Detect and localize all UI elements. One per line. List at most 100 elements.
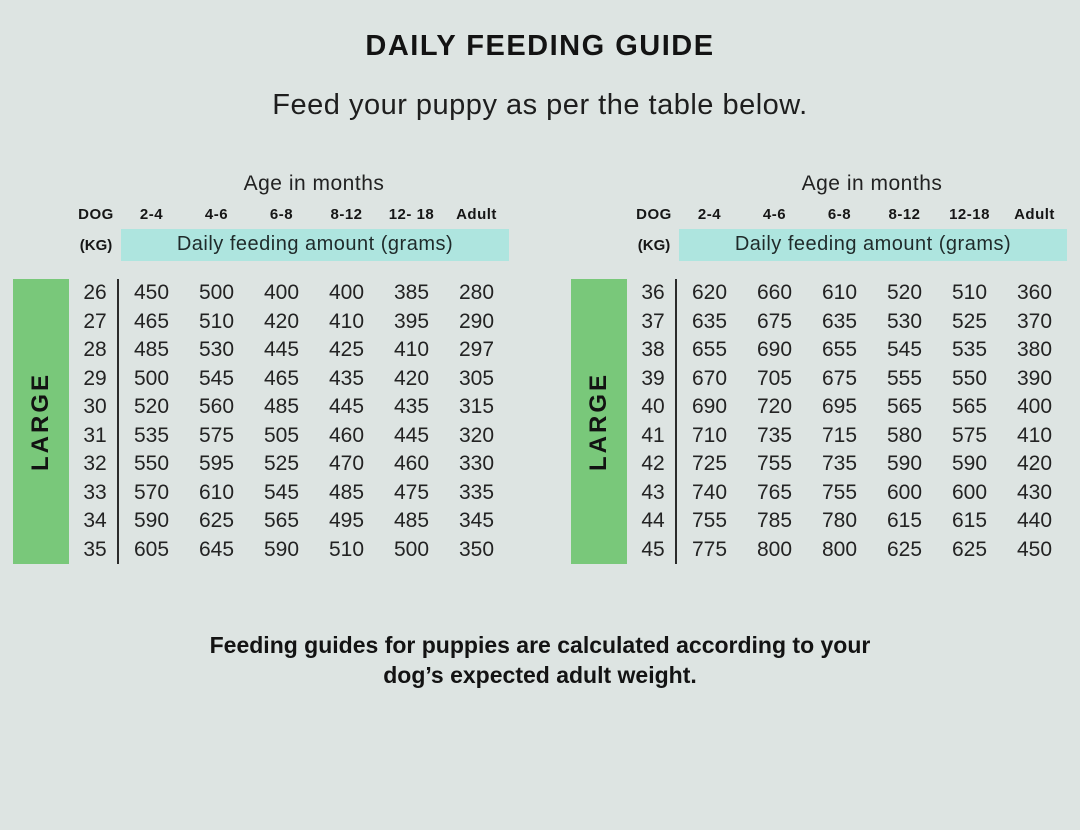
feeding-amount-cell: 470 (328, 452, 365, 475)
feeding-amount-cell: 655 (821, 338, 858, 361)
feeding-amount-cell: 410 (1016, 423, 1053, 447)
table-body-left: LARGE 26 450 500 400 400 385 280 27 465 510 420 410… (13, 279, 509, 564)
feeding-amount-cell: 395 (393, 309, 430, 333)
dog-weight-cell: 31 (73, 421, 119, 450)
feeding-amount-cell: 320 (458, 423, 495, 447)
feeding-amount-cell: 400 (1016, 395, 1053, 418)
age-column-header: 12-18 (949, 206, 990, 223)
table-row: 31 535 575 505 460 445 320 (73, 421, 509, 450)
feeding-table-left: Age in months DOG 2-4 4-6 6-8 8-12 12- 18 Adu… (13, 172, 509, 564)
feeding-amount-cell: 385 (393, 281, 430, 304)
feeding-amount-cell: 400 (263, 281, 300, 304)
dog-weight-cell: 30 (73, 393, 119, 422)
feeding-amount-cell: 445 (328, 395, 365, 418)
feeding-amount-cell: 330 (458, 452, 495, 475)
feeding-amount-cell: 290 (458, 309, 495, 333)
dog-weight-cell: 27 (73, 307, 119, 336)
feeding-amount-cell: 545 (886, 338, 923, 361)
sub-header-row: (KG) Daily feeding amount (grams) (631, 229, 1067, 261)
feeding-amount-cell: 280 (458, 281, 495, 304)
table-row: 29 500 545 465 435 420 305 (73, 364, 509, 393)
age-column-header: 8-12 (330, 206, 363, 223)
page-title: DAILY FEEDING GUIDE (365, 30, 715, 62)
feeding-amount-cell: 620 (691, 281, 728, 304)
feeding-amount-cell: 305 (458, 366, 495, 390)
age-column-header: 12- 18 (388, 206, 435, 223)
table-row: 38 655 690 655 545 535 380 (631, 336, 1067, 365)
feeding-amount-cell: 575 (951, 423, 988, 447)
feeding-amount-cell: 520 (886, 281, 923, 304)
feeding-amount-cell: 450 (1016, 537, 1053, 561)
table-row: 45 775 800 800 625 625 450 (631, 535, 1067, 564)
feeding-amount-cell: 580 (886, 423, 923, 447)
table-row: 36 620 660 610 520 510 360 (631, 279, 1067, 308)
feeding-amount-cell: 510 (328, 537, 365, 561)
feeding-amount-cell: 740 (691, 480, 728, 504)
age-column-header: 2-4 (139, 206, 164, 223)
feeding-table-right: Age in months DOG 2-4 4-6 6-8 8-12 12-18 Adul… (571, 172, 1067, 564)
feeding-amount-cell: 555 (886, 366, 923, 390)
feeding-amount-cell: 775 (691, 537, 728, 561)
feeding-amount-cell: 500 (393, 537, 430, 561)
footer-note-line1: Feeding guides for puppies are calculate… (209, 632, 871, 658)
feeding-amount-cell: 615 (886, 509, 923, 532)
feeding-amount-cell: 465 (263, 366, 300, 390)
feeding-amount-cell: 510 (951, 281, 988, 304)
feeding-amount-cell: 345 (458, 509, 495, 532)
table-row: 34 590 625 565 495 485 345 (73, 507, 509, 536)
page-subtitle: Feed your puppy as per the table below. (272, 89, 808, 121)
dog-weight-cell: 29 (73, 364, 119, 393)
feeding-amount-cell: 800 (756, 537, 793, 561)
size-category-label: LARGE (585, 372, 612, 471)
feeding-amount-cell: 430 (1016, 480, 1053, 504)
feeding-amount-cell: 635 (691, 309, 728, 333)
size-category-label: LARGE (27, 372, 54, 471)
table-row: 30 520 560 485 445 435 315 (73, 393, 509, 422)
dog-weight-cell: 41 (631, 421, 677, 450)
feeding-amount-cell: 765 (756, 480, 793, 504)
feeding-amount-cell: 500 (133, 366, 170, 390)
feeding-amount-cell: 670 (691, 366, 728, 390)
age-column-header: 8-12 (888, 206, 921, 223)
feeding-amount-cell: 675 (821, 366, 858, 390)
feeding-amount-cell: 485 (133, 338, 170, 361)
table-row: 44 755 785 780 615 615 440 (631, 507, 1067, 536)
feeding-amount-cell: 715 (821, 423, 858, 447)
feeding-amount-cell: 435 (328, 366, 365, 390)
dog-weight-cell: 39 (631, 364, 677, 393)
table-body-right: LARGE 36 620 660 610 520 510 360 37 635 675 635 530… (571, 279, 1067, 564)
feeding-amount-cell: 475 (393, 480, 430, 504)
feeding-amount-cell: 755 (756, 452, 793, 475)
feeding-amount-cell: 495 (328, 509, 365, 532)
table-row: 26 450 500 400 400 385 280 (73, 279, 509, 308)
feeding-amount-cell: 390 (1016, 366, 1053, 390)
dog-weight-cell: 34 (73, 507, 119, 536)
feeding-amount-cell: 725 (691, 452, 728, 475)
kg-column-header: (KG) (637, 236, 671, 254)
feeding-amount-cell: 595 (198, 452, 235, 475)
feeding-amount-cell: 755 (691, 509, 728, 532)
dog-weight-cell: 35 (73, 535, 119, 564)
feeding-amount-cell: 400 (328, 281, 365, 304)
feeding-amount-cell: 350 (458, 537, 495, 561)
feeding-amount-cell: 565 (886, 395, 923, 418)
dog-weight-cell: 36 (631, 279, 677, 308)
age-in-months-label: Age in months (801, 172, 943, 195)
feeding-amount-cell: 705 (756, 366, 793, 390)
feeding-amount-cell: 635 (821, 309, 858, 333)
size-category-bar: LARGE (571, 279, 627, 564)
feeding-amount-cell: 525 (263, 452, 300, 475)
dog-weight-cell: 26 (73, 279, 119, 308)
feeding-amount-cell: 675 (756, 309, 793, 333)
age-column-header: 4-6 (762, 206, 787, 223)
feeding-amount-cell: 440 (1016, 509, 1053, 532)
feeding-amount-cell: 600 (886, 480, 923, 504)
table-row: 33 570 610 545 485 475 335 (73, 478, 509, 507)
feeding-amount-cell: 610 (821, 281, 858, 304)
feeding-amount-cell: 655 (691, 338, 728, 361)
dog-column-header: DOG (78, 206, 114, 223)
table-row: 37 635 675 635 530 525 370 (631, 307, 1067, 336)
age-column-header: Adult (456, 206, 497, 223)
feeding-amount-cell: 465 (133, 309, 170, 333)
feeding-amount-cell: 600 (951, 480, 988, 504)
